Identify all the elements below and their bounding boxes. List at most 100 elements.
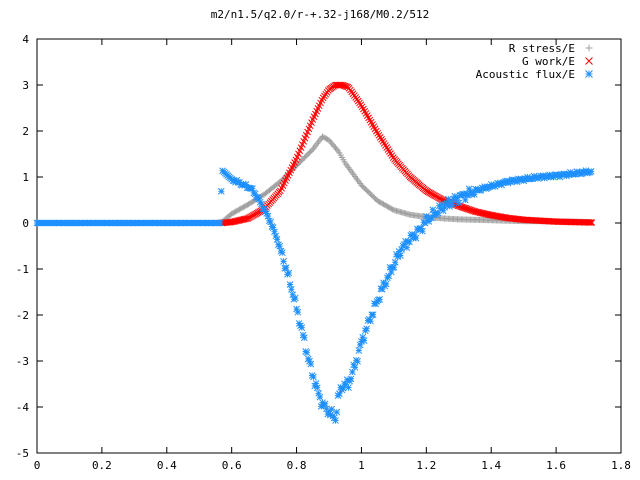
data-point (298, 157, 305, 164)
data-point (389, 206, 396, 213)
legend-label-acoustic-flux: Acoustic flux/E (476, 68, 575, 81)
data-point (234, 217, 241, 225)
data-point (236, 206, 243, 213)
legend-label-r-stress: R stress/E (509, 42, 575, 55)
data-point (271, 228, 278, 236)
data-point (419, 227, 426, 235)
y-tick-label: 2 (22, 125, 29, 138)
data-point (236, 216, 244, 224)
data-point (588, 219, 596, 226)
data-point (359, 183, 366, 190)
data-point (300, 156, 307, 163)
data-point (337, 81, 345, 89)
data-point (360, 337, 368, 344)
data-point (298, 324, 306, 331)
data-point (230, 218, 237, 225)
x-tick-label: 0.8 (287, 459, 307, 472)
data-point (347, 375, 355, 383)
data-point (390, 263, 398, 271)
data-point (312, 380, 320, 387)
data-point (377, 199, 384, 206)
data-point (388, 205, 395, 212)
data-point (272, 232, 280, 240)
data-point (381, 282, 389, 290)
data-point (307, 148, 314, 155)
data-point (412, 234, 420, 242)
data-point (277, 177, 284, 184)
data-point (300, 334, 308, 342)
x-tick-label: 1 (358, 459, 365, 472)
data-point (333, 408, 341, 416)
data-point (278, 249, 286, 257)
data-point (345, 384, 352, 391)
data-point (364, 188, 371, 195)
data-point (216, 219, 224, 227)
data-point (472, 208, 480, 216)
data-point (286, 281, 294, 288)
data-point (269, 224, 277, 231)
data-point (386, 204, 393, 211)
data-point (382, 280, 390, 288)
data-point (585, 219, 593, 226)
data-point (355, 347, 363, 354)
data-point (380, 201, 387, 208)
data-point (238, 216, 245, 224)
data-point (367, 317, 374, 325)
data-point (323, 135, 330, 142)
data-point (228, 210, 235, 217)
x-tick-label: 0 (34, 459, 41, 472)
data-point (237, 205, 244, 212)
legend-marker-acoustic-flux (585, 70, 593, 78)
data-point (239, 216, 247, 223)
data-point (303, 349, 311, 357)
data-point (370, 193, 377, 200)
data-point (368, 192, 375, 199)
data-point (476, 209, 484, 217)
data-point (354, 357, 361, 365)
data-point (301, 154, 308, 161)
data-point (296, 159, 303, 166)
data-point (267, 218, 274, 226)
data-point (229, 210, 236, 217)
legend-marker-r-stress (585, 44, 593, 52)
data-point (294, 308, 302, 316)
data-point (322, 134, 329, 141)
data-point (231, 217, 239, 225)
data-point (385, 204, 392, 211)
data-point (471, 208, 479, 215)
data-point (240, 215, 248, 223)
data-point (232, 208, 239, 215)
data-point (363, 187, 370, 194)
data-point (291, 294, 299, 302)
data-point (307, 360, 315, 368)
data-point (366, 189, 373, 196)
data-point (379, 200, 386, 207)
plot-frame (36, 38, 622, 454)
data-point (233, 207, 240, 214)
data-point (351, 363, 359, 371)
data-point (241, 215, 249, 223)
data-point (321, 400, 329, 408)
x-tick-label: 0.2 (92, 459, 112, 472)
data-point (235, 217, 243, 224)
data-point (455, 199, 463, 207)
data-point (383, 202, 390, 209)
data-point (232, 217, 240, 225)
data-point (398, 246, 406, 253)
data-point (483, 210, 491, 218)
data-point (303, 152, 310, 159)
y-tick-label: 0 (22, 217, 29, 230)
data-point (587, 168, 595, 175)
data-point (381, 201, 388, 208)
y-tick-label: -4 (16, 401, 30, 414)
data-point (479, 209, 487, 217)
data-point (235, 207, 242, 214)
data-point (384, 203, 391, 210)
data-point (587, 219, 594, 226)
data-point (362, 186, 369, 193)
chart-title: m2/n1.5/q2.0/r-+.32-j168/M0.2/512 (211, 8, 430, 21)
data-point (239, 204, 246, 211)
data-point (336, 390, 343, 398)
data-point (332, 417, 339, 424)
